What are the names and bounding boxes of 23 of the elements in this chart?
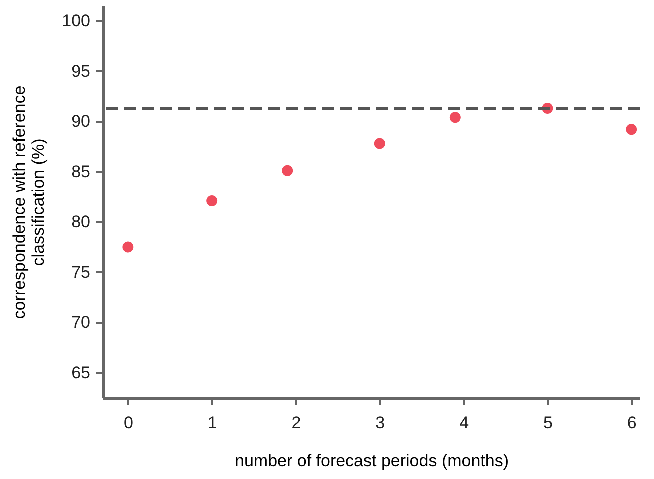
y-tick-label: 70 (72, 313, 90, 332)
x-tick-label: 5 (543, 414, 553, 432)
point (282, 165, 294, 176)
point (206, 196, 218, 206)
y-tick-label: 65 (72, 363, 90, 382)
x-tick-label: 4 (460, 414, 470, 432)
point (450, 112, 461, 124)
x-tick-label: 3 (376, 414, 386, 432)
x-axis-title: number of forecast periods (months) (234, 452, 510, 470)
y-axis-title: correspondence with reference classification (%) (10, 86, 48, 320)
x-tick-label: 6 (627, 414, 637, 432)
y-tick-label: 95 (72, 62, 90, 81)
y-tick-label: 90 (72, 112, 90, 132)
y-tick-label: 80 (72, 212, 90, 232)
point (626, 124, 638, 136)
y-tick-label: 100 (62, 12, 90, 31)
x-tick-label: 0 (124, 414, 134, 432)
x-tick-label: 2 (292, 414, 302, 432)
point (374, 138, 386, 150)
point (122, 242, 134, 253)
y-tick-label: 85 (72, 162, 90, 182)
y-tick-label: 75 (72, 262, 90, 282)
x-tick-label: 1 (208, 414, 218, 432)
